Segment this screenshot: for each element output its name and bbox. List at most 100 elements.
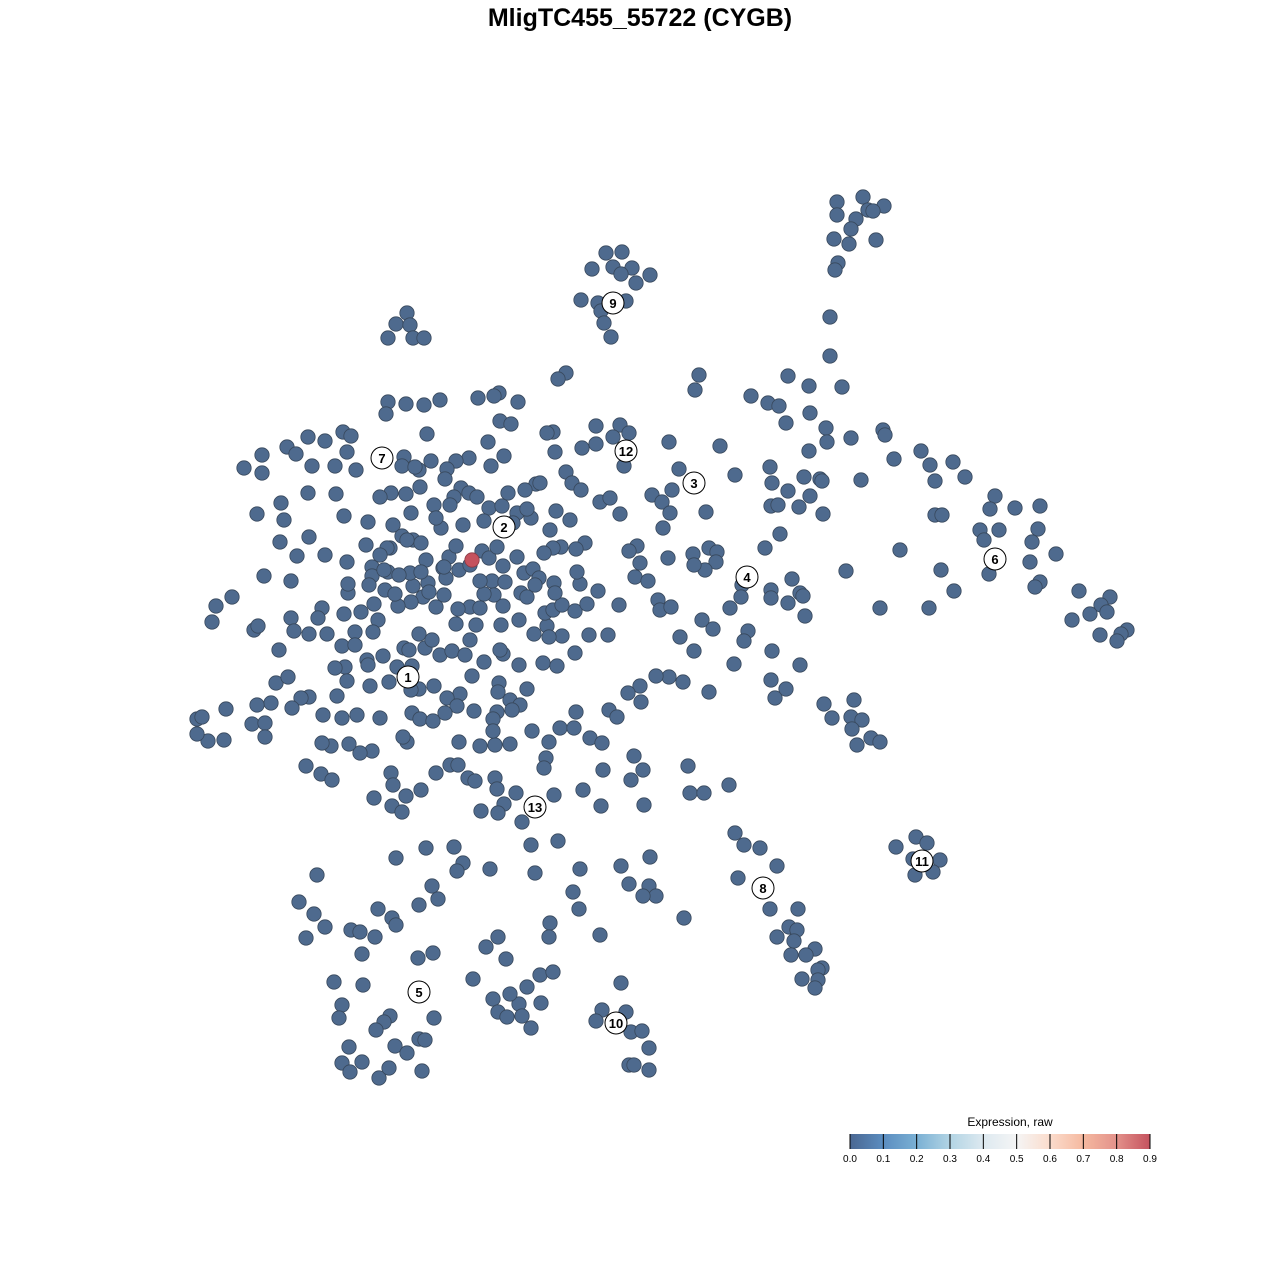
data-point (802, 488, 818, 504)
data-point (499, 1009, 515, 1025)
data-point (600, 627, 616, 643)
data-point (354, 1054, 370, 1070)
data-point (430, 891, 446, 907)
data-point (254, 447, 270, 463)
data-point (676, 910, 692, 926)
data-point (362, 678, 378, 694)
data-point (539, 425, 555, 441)
data-point (398, 486, 414, 502)
data-point (780, 483, 796, 499)
data-point (843, 221, 859, 237)
data-point (640, 573, 656, 589)
data-point (376, 562, 392, 578)
data-point (770, 497, 786, 513)
cluster-label-text: 9 (609, 296, 616, 311)
data-point (642, 849, 658, 865)
data-point (626, 1057, 642, 1073)
data-point (613, 858, 629, 874)
data-point (473, 803, 489, 819)
data-point (436, 587, 452, 603)
data-point (366, 596, 382, 612)
data-point (426, 497, 442, 513)
data-point (310, 610, 326, 626)
data-point (1027, 579, 1043, 595)
data-point (946, 583, 962, 599)
data-point (824, 710, 840, 726)
data-point (568, 541, 584, 557)
cluster-label-7: 7 (370, 446, 394, 470)
data-point (611, 597, 627, 613)
data-point (892, 542, 908, 558)
data-point (388, 917, 404, 933)
data-point (410, 950, 426, 966)
data-point (767, 690, 783, 706)
data-point (273, 495, 289, 511)
data-point (372, 547, 388, 563)
data-point (368, 1022, 384, 1038)
data-point (462, 632, 478, 648)
data-point (592, 927, 608, 943)
data-point (872, 734, 888, 750)
data-point (712, 438, 728, 454)
data-point (524, 723, 540, 739)
data-point (450, 601, 466, 617)
data-point (792, 657, 808, 673)
data-point (778, 681, 794, 697)
data-point (815, 506, 831, 522)
data-point (514, 814, 530, 830)
data-point (271, 642, 287, 658)
cluster-label-5: 5 (407, 980, 431, 1004)
legend-tick-label: 0.2 (910, 1154, 924, 1165)
data-point (334, 638, 350, 654)
data-point (573, 482, 589, 498)
data-point (655, 520, 671, 536)
data-point (517, 482, 533, 498)
data-point (784, 571, 800, 587)
data-point (579, 596, 595, 612)
data-point (353, 604, 369, 620)
data-point (495, 558, 511, 574)
data-point (575, 782, 591, 798)
data-point (492, 642, 508, 658)
data-point (328, 486, 344, 502)
data-point (1030, 521, 1046, 537)
cluster-label-text: 12 (619, 444, 633, 459)
data-point (764, 475, 780, 491)
data-point (411, 626, 427, 642)
data-point (854, 712, 870, 728)
data-point (291, 894, 307, 910)
data-point (888, 839, 904, 855)
data-point (423, 453, 439, 469)
data-point (934, 507, 950, 523)
data-point (547, 444, 563, 460)
points-layer (189, 189, 1135, 1086)
data-point (726, 656, 742, 672)
data-point (814, 473, 830, 489)
data-point (791, 499, 807, 515)
data-point (680, 758, 696, 774)
legend-tick-label: 0.4 (976, 1154, 990, 1165)
data-point (511, 612, 527, 628)
data-point (671, 461, 687, 477)
data-point (413, 782, 429, 798)
data-point (533, 995, 549, 1011)
data-point (527, 865, 543, 881)
color-legend: 0.0 0.1 0.2 0.3 0.4 0.5 0.6 0.7 0.8 0.9 (843, 1134, 1157, 1165)
data-point (868, 232, 884, 248)
data-point (919, 835, 935, 851)
data-point (562, 512, 578, 528)
data-point (757, 540, 773, 556)
data-point (621, 425, 637, 441)
data-point (412, 479, 428, 495)
data-point (877, 427, 893, 443)
cluster-label-11: 11 (910, 849, 934, 873)
data-point (306, 906, 322, 922)
data-point (822, 309, 838, 325)
cluster-label-badge (735, 565, 759, 589)
data-point (472, 738, 488, 754)
data-point (780, 368, 796, 384)
data-point (276, 512, 292, 528)
data-point (567, 603, 583, 619)
data-point (482, 861, 498, 877)
cluster-label-text: 7 (378, 451, 385, 466)
